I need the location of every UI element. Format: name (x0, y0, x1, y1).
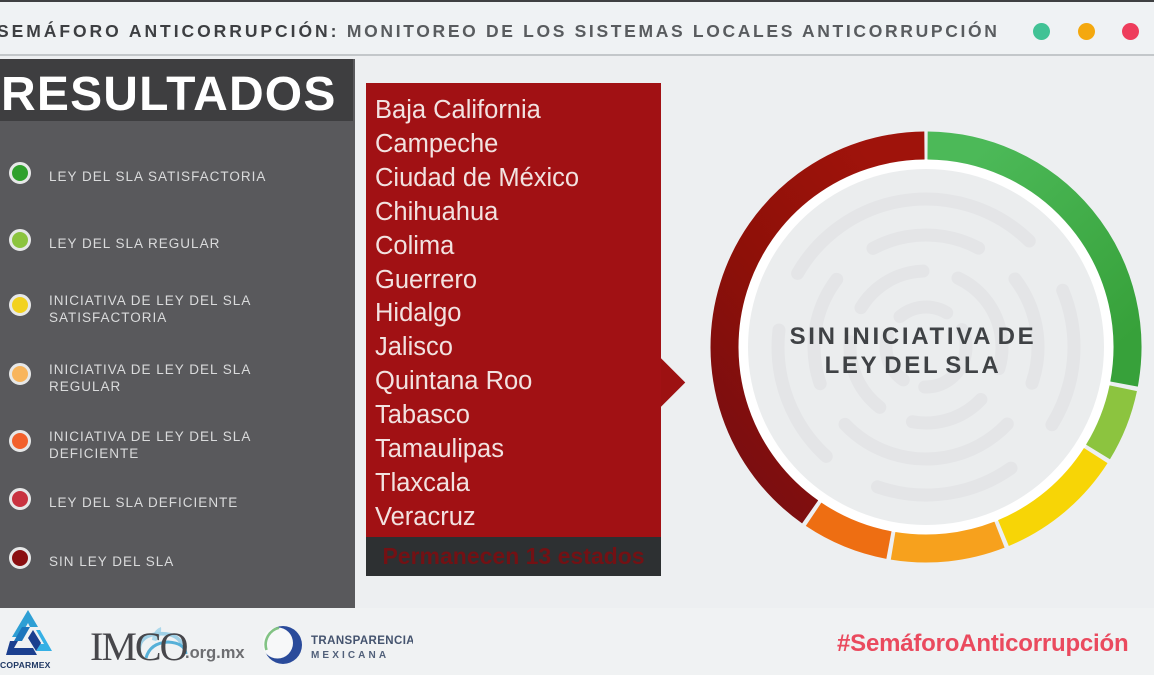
svg-text:TRANSPARENCIA: TRANSPARENCIA (311, 635, 413, 647)
svg-text:.org.mx: .org.mx (185, 644, 245, 662)
svg-text:MEXICANA: MEXICANA (311, 650, 389, 661)
svg-text:COPARMEX: COPARMEX (0, 660, 51, 670)
svg-text:IMCO: IMCO (90, 627, 188, 669)
